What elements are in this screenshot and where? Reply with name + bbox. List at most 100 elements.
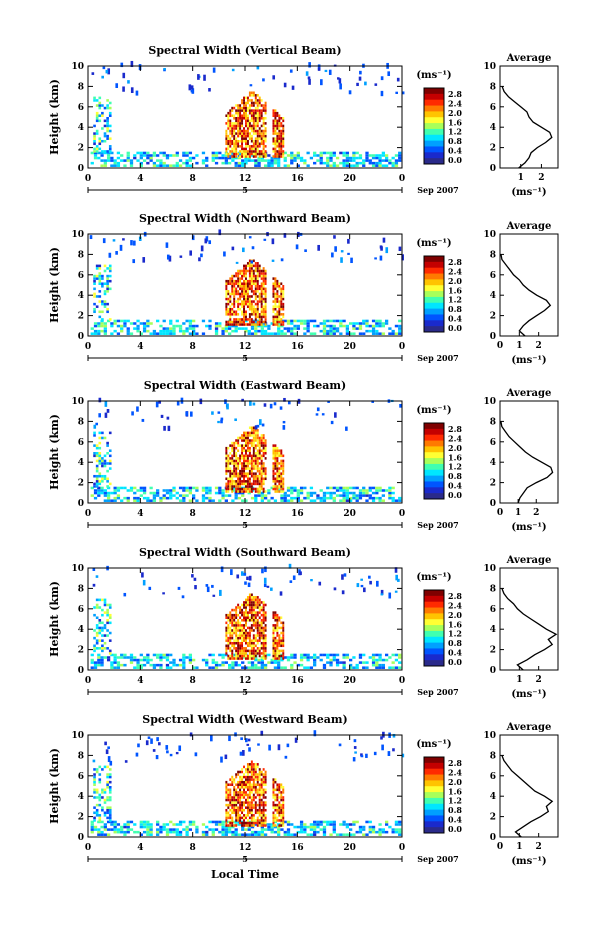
heatmap-cell [381, 159, 385, 162]
heatmap-cell [252, 608, 255, 612]
heatmap-cell [152, 164, 157, 167]
heatmap-cell [165, 830, 170, 834]
heatmap-cell [98, 482, 102, 486]
heatmap-cell [256, 65, 260, 70]
heatmap-cell [243, 474, 245, 478]
heatmap-cell [260, 287, 263, 291]
heatmap-cell [241, 269, 244, 273]
heatmap-cell [262, 783, 265, 786]
heatmap-cell [262, 482, 265, 486]
heatmap-cell [103, 811, 107, 815]
heatmap-cell [248, 639, 251, 642]
heatmap-cell [142, 322, 147, 325]
heatmap-cell [401, 254, 404, 261]
heatmap-cell [188, 823, 193, 826]
heatmap-cell [239, 487, 242, 491]
heatmap-cell [243, 624, 245, 627]
heatmap-cell [282, 323, 285, 326]
heatmap-cell [258, 775, 261, 779]
heatmap-cell [227, 783, 230, 786]
heatmap-cell [237, 279, 240, 283]
colorbar-swatch [424, 590, 444, 597]
heatmap-cell [243, 267, 245, 270]
heatmap-cell [254, 119, 257, 123]
heatmap-cell [95, 647, 99, 650]
heatmap-cell [378, 322, 382, 325]
heatmap-cell [241, 323, 244, 326]
heatmap-cell [233, 441, 236, 445]
heatmap-cell [205, 486, 209, 490]
heatmap-cell [93, 137, 96, 140]
heatmap-cell [278, 129, 281, 133]
heatmap-cell [264, 287, 267, 291]
heatmap-cell [229, 808, 232, 812]
heatmap-cell [256, 624, 259, 627]
heatmap-cell [239, 109, 242, 112]
heatmap-cell [375, 164, 379, 167]
heatmap-cell [254, 129, 257, 133]
heatmap-cell [235, 145, 238, 148]
heatmap-cell [326, 820, 330, 824]
heatmap-cell [229, 300, 232, 303]
heatmap-cell [299, 491, 304, 495]
heatmap-cell [365, 833, 369, 836]
heatmap-cell [263, 494, 268, 497]
profile-x-tick-label: 1 [516, 341, 522, 351]
heatmap-cell [237, 272, 240, 275]
heatmap-cell [133, 486, 137, 490]
heatmap-cell [189, 250, 193, 256]
heatmap-cell [371, 400, 375, 403]
heatmap-cell [98, 264, 102, 268]
colorbar-swatch [424, 792, 444, 799]
heatmap-cell [126, 159, 130, 162]
heatmap-cell [162, 151, 166, 155]
heatmap-cell [146, 499, 150, 502]
heatmap-cell [123, 592, 127, 597]
heatmap-cell [274, 788, 277, 792]
heatmap-cell [250, 811, 253, 815]
heatmap-cell [329, 486, 333, 490]
heatmap-cell [282, 150, 285, 153]
heatmap-cell [337, 77, 340, 80]
heatmap-cell [225, 147, 228, 151]
profile-line [500, 254, 552, 337]
heatmap-cell [188, 828, 193, 831]
heatmap-cell [316, 496, 320, 500]
heatmap-cell [239, 444, 242, 447]
heatmap-cell [252, 152, 255, 156]
heatmap-cell [375, 319, 379, 323]
heatmap-cell [358, 76, 362, 81]
heatmap-cell [375, 491, 379, 495]
heatmap-cell [277, 159, 281, 162]
heatmap-cell [254, 496, 258, 500]
heatmap-cell [260, 824, 263, 827]
heatmap-cell [278, 313, 281, 316]
heatmap-cell [260, 624, 263, 627]
heatmap-cell [201, 161, 206, 165]
heatmap-cell [286, 743, 290, 748]
colorbar-frame [423, 756, 445, 834]
heatmap-cell [262, 307, 265, 311]
heatmap-cell [252, 768, 255, 771]
heatmap-cell [260, 663, 264, 667]
heatmap-cell [252, 601, 255, 604]
heatmap-cell [254, 616, 257, 619]
heatmap-cell [241, 152, 244, 156]
heatmap-cell [231, 142, 234, 146]
heatmap-cell [264, 636, 267, 640]
heatmap-cell [254, 142, 257, 146]
heatmap-cell [272, 626, 275, 630]
heatmap-cell [260, 801, 263, 804]
heatmap-cell [231, 323, 234, 326]
heatmap-cell [108, 780, 112, 784]
heatmap-cell [205, 491, 209, 495]
heatmap-cell [103, 324, 107, 328]
heatmap-cell [278, 145, 281, 148]
heatmap-cell [252, 454, 255, 458]
heatmap-cell [225, 150, 228, 153]
heatmap-cell [146, 319, 150, 323]
heatmap-cell [116, 656, 121, 659]
heatmap-cell [233, 788, 236, 792]
heatmap-cell [270, 830, 274, 834]
heatmap-cell [245, 101, 247, 105]
